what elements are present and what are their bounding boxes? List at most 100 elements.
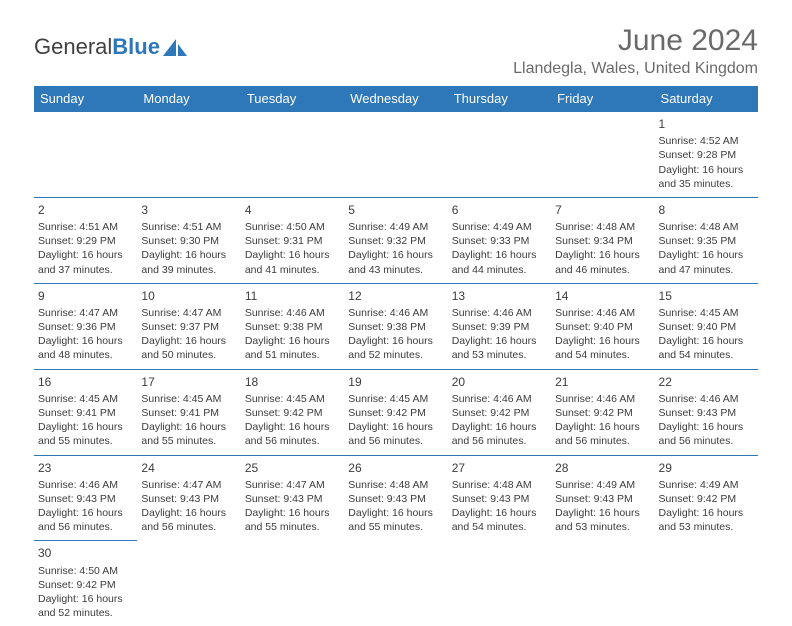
daylight-text: Daylight: 16 hours: [38, 506, 133, 520]
sunset-text: Sunset: 9:43 PM: [348, 492, 443, 506]
daylight-text: and 52 minutes.: [348, 348, 443, 362]
calendar-cell: 20Sunrise: 4:46 AMSunset: 9:42 PMDayligh…: [448, 369, 551, 455]
sunset-text: Sunset: 9:42 PM: [38, 578, 133, 592]
sunset-text: Sunset: 9:42 PM: [348, 406, 443, 420]
day-number: 26: [348, 460, 443, 476]
location: Llandegla, Wales, United Kingdom: [513, 60, 758, 78]
sunrise-text: Sunrise: 4:45 AM: [38, 392, 133, 406]
calendar-cell: 8Sunrise: 4:48 AMSunset: 9:35 PMDaylight…: [655, 197, 758, 283]
calendar-cell: 10Sunrise: 4:47 AMSunset: 9:37 PMDayligh…: [137, 283, 240, 369]
calendar-cell: 4Sunrise: 4:50 AMSunset: 9:31 PMDaylight…: [241, 197, 344, 283]
daylight-text: Daylight: 16 hours: [452, 248, 547, 262]
daylight-text: Daylight: 16 hours: [348, 334, 443, 348]
daylight-text: Daylight: 16 hours: [38, 248, 133, 262]
calendar-cell: [241, 541, 344, 626]
month-title: June 2024: [513, 24, 758, 58]
daylight-text: and 56 minutes.: [555, 434, 650, 448]
sunrise-text: Sunrise: 4:46 AM: [452, 306, 547, 320]
sunrise-text: Sunrise: 4:51 AM: [141, 220, 236, 234]
calendar-cell: 23Sunrise: 4:46 AMSunset: 9:43 PMDayligh…: [34, 455, 137, 541]
daylight-text: and 56 minutes.: [348, 434, 443, 448]
sunrise-text: Sunrise: 4:49 AM: [348, 220, 443, 234]
daylight-text: and 53 minutes.: [659, 520, 754, 534]
weekday-header: Wednesday: [344, 86, 447, 112]
day-number: 29: [659, 460, 754, 476]
daylight-text: Daylight: 16 hours: [245, 334, 340, 348]
day-number: 1: [659, 116, 754, 132]
weekday-header: Monday: [137, 86, 240, 112]
sunrise-text: Sunrise: 4:47 AM: [245, 478, 340, 492]
sunset-text: Sunset: 9:41 PM: [141, 406, 236, 420]
sunrise-text: Sunrise: 4:48 AM: [555, 220, 650, 234]
daylight-text: and 55 minutes.: [38, 434, 133, 448]
day-number: 16: [38, 374, 133, 390]
calendar-cell: [448, 112, 551, 198]
daylight-text: Daylight: 16 hours: [659, 163, 754, 177]
logo-text-2: Blue: [112, 34, 160, 60]
daylight-text: and 56 minutes.: [38, 520, 133, 534]
calendar-cell: 28Sunrise: 4:49 AMSunset: 9:43 PMDayligh…: [551, 455, 654, 541]
day-number: 9: [38, 288, 133, 304]
calendar-cell: [137, 112, 240, 198]
day-number: 20: [452, 374, 547, 390]
daylight-text: and 48 minutes.: [38, 348, 133, 362]
daylight-text: and 55 minutes.: [245, 520, 340, 534]
daylight-text: and 54 minutes.: [659, 348, 754, 362]
daylight-text: and 56 minutes.: [141, 520, 236, 534]
day-number: 7: [555, 202, 650, 218]
calendar-cell: 9Sunrise: 4:47 AMSunset: 9:36 PMDaylight…: [34, 283, 137, 369]
sunset-text: Sunset: 9:43 PM: [141, 492, 236, 506]
sunrise-text: Sunrise: 4:47 AM: [141, 306, 236, 320]
daylight-text: and 43 minutes.: [348, 263, 443, 277]
sunset-text: Sunset: 9:43 PM: [38, 492, 133, 506]
sunrise-text: Sunrise: 4:46 AM: [555, 306, 650, 320]
daylight-text: Daylight: 16 hours: [555, 420, 650, 434]
sunrise-text: Sunrise: 4:48 AM: [452, 478, 547, 492]
sunset-text: Sunset: 9:40 PM: [555, 320, 650, 334]
logo: GeneralBlue: [34, 24, 188, 60]
daylight-text: and 39 minutes.: [141, 263, 236, 277]
daylight-text: Daylight: 16 hours: [555, 334, 650, 348]
daylight-text: and 54 minutes.: [555, 348, 650, 362]
day-number: 15: [659, 288, 754, 304]
calendar-cell: 6Sunrise: 4:49 AMSunset: 9:33 PMDaylight…: [448, 197, 551, 283]
sunrise-text: Sunrise: 4:48 AM: [348, 478, 443, 492]
calendar-cell: 29Sunrise: 4:49 AMSunset: 9:42 PMDayligh…: [655, 455, 758, 541]
day-number: 21: [555, 374, 650, 390]
sunrise-text: Sunrise: 4:47 AM: [38, 306, 133, 320]
daylight-text: and 56 minutes.: [452, 434, 547, 448]
sunset-text: Sunset: 9:43 PM: [555, 492, 650, 506]
calendar-cell: [344, 541, 447, 626]
calendar-cell: [551, 112, 654, 198]
daylight-text: Daylight: 16 hours: [348, 506, 443, 520]
sunset-text: Sunset: 9:36 PM: [38, 320, 133, 334]
weekday-header: Thursday: [448, 86, 551, 112]
calendar-cell: [448, 541, 551, 626]
weekday-header: Sunday: [34, 86, 137, 112]
sunset-text: Sunset: 9:32 PM: [348, 234, 443, 248]
calendar-cell: 25Sunrise: 4:47 AMSunset: 9:43 PMDayligh…: [241, 455, 344, 541]
daylight-text: Daylight: 16 hours: [555, 506, 650, 520]
sunrise-text: Sunrise: 4:51 AM: [38, 220, 133, 234]
calendar-cell: 18Sunrise: 4:45 AMSunset: 9:42 PMDayligh…: [241, 369, 344, 455]
day-number: 13: [452, 288, 547, 304]
sunrise-text: Sunrise: 4:45 AM: [348, 392, 443, 406]
calendar-cell: 16Sunrise: 4:45 AMSunset: 9:41 PMDayligh…: [34, 369, 137, 455]
sunset-text: Sunset: 9:33 PM: [452, 234, 547, 248]
sunrise-text: Sunrise: 4:46 AM: [245, 306, 340, 320]
weekday-header: Saturday: [655, 86, 758, 112]
daylight-text: and 37 minutes.: [38, 263, 133, 277]
calendar-cell: [655, 541, 758, 626]
sunset-text: Sunset: 9:40 PM: [659, 320, 754, 334]
daylight-text: and 46 minutes.: [555, 263, 650, 277]
sunset-text: Sunset: 9:39 PM: [452, 320, 547, 334]
sail-icon: [162, 38, 188, 58]
day-number: 27: [452, 460, 547, 476]
day-number: 30: [38, 545, 133, 561]
day-number: 10: [141, 288, 236, 304]
calendar-cell: 11Sunrise: 4:46 AMSunset: 9:38 PMDayligh…: [241, 283, 344, 369]
sunrise-text: Sunrise: 4:49 AM: [659, 478, 754, 492]
daylight-text: and 54 minutes.: [452, 520, 547, 534]
day-number: 23: [38, 460, 133, 476]
calendar-cell: 2Sunrise: 4:51 AMSunset: 9:29 PMDaylight…: [34, 197, 137, 283]
